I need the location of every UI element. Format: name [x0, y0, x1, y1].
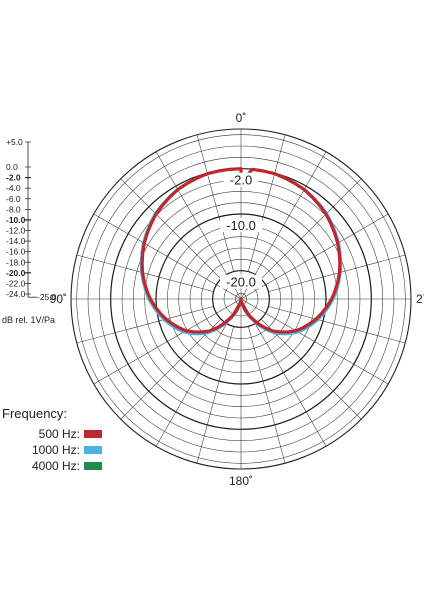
grid-spoke [260, 178, 362, 280]
scale-label: -22.0 [6, 278, 26, 288]
grid-spoke [93, 213, 242, 300]
polar-grid [70, 128, 412, 470]
legend-title: Frequency: [2, 406, 68, 421]
chart-labels: -2.0 -10.0 -20.0 0˚ 90˚ 180˚ 270˚ [50, 111, 424, 488]
grid-spoke [120, 178, 222, 280]
grid-spoke [240, 298, 389, 385]
grid-spoke [76, 254, 214, 292]
legend-item: 4000 Hz: [2, 458, 102, 474]
series-layer [139, 167, 343, 336]
grid-spoke [155, 151, 242, 300]
ring-label: -2.0 [230, 173, 252, 188]
scale-unit-label: dB rel. 1V/Pa [2, 315, 55, 325]
scale-label: -2.0 [6, 173, 21, 183]
ring-label: -10.0 [226, 218, 256, 233]
ring-label-bg [220, 274, 262, 289]
scale-label: -18.0 [6, 257, 26, 267]
angle-label-90: 90˚ [50, 292, 67, 306]
legend: Frequency: 500 Hz: 1000 Hz: 4000 Hz: [2, 406, 102, 474]
scale-label: -4.0 [6, 183, 21, 193]
legend-label: 1000 Hz: [31, 443, 80, 457]
grid-spoke [196, 326, 234, 464]
scale-label: -24.0 [6, 289, 26, 299]
scale-label: -25.0 [37, 292, 57, 302]
scale-label: -10.0 [6, 215, 26, 225]
grid-spoke [248, 326, 286, 464]
grid-spoke [93, 298, 242, 385]
scale-label: -6.0 [6, 194, 21, 204]
grid-spoke [268, 254, 406, 292]
grid-spoke [76, 306, 214, 344]
ring-label-bg [220, 218, 262, 232]
scale-label: -12.0 [6, 226, 26, 236]
legend-swatch [84, 446, 102, 454]
grid-spoke [196, 134, 234, 272]
grid-spoke [268, 306, 406, 344]
scale-label: -20.0 [6, 268, 26, 278]
legend-item: 1000 Hz: [2, 442, 102, 458]
grid-spoke [240, 213, 389, 300]
scale-label: -8.0 [6, 204, 21, 214]
legend-swatch [84, 430, 102, 438]
scale-label: +5.0 [6, 137, 23, 147]
scale-label: 0.0 [6, 162, 18, 172]
legend-label: 4000 Hz: [31, 459, 80, 473]
legend-rows: 500 Hz: 1000 Hz: 4000 Hz: [2, 426, 102, 474]
angle-label-270: 270˚ [416, 292, 424, 306]
legend-swatch [84, 462, 102, 470]
series-line-500hz [140, 167, 342, 334]
angle-label-180: 180˚ [229, 474, 253, 488]
legend-item: 500 Hz: [2, 426, 102, 442]
angle-label-0: 0˚ [236, 111, 247, 125]
db-scale: +5.00.0-2.0-4.0-6.0-8.0-10.0-12.0-14.0-1… [2, 137, 57, 325]
ring-label-bg [223, 172, 259, 187]
grid-spoke [260, 318, 362, 420]
ring-label: -20.0 [226, 275, 256, 290]
grid-spoke [248, 134, 286, 272]
scale-label: -16.0 [6, 247, 26, 257]
grid-spoke [120, 318, 222, 420]
grid-spoke [240, 151, 327, 300]
scale-label: -14.0 [6, 236, 26, 246]
legend-label: 500 Hz: [38, 427, 80, 441]
